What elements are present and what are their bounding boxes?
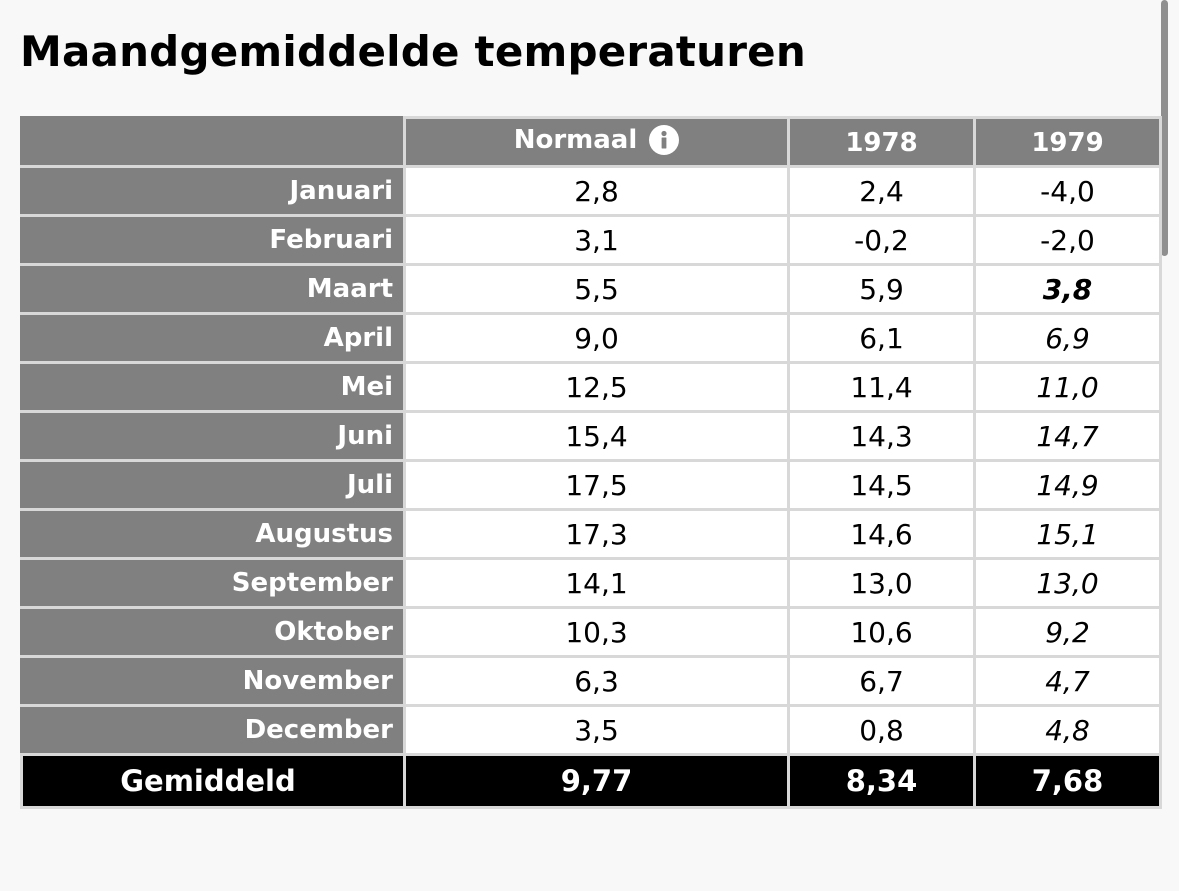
value-1978: 14,6 — [787, 508, 976, 560]
total-row: Gemiddeld 9,77 8,34 7,68 — [20, 753, 1162, 809]
table-row: Oktober 10,3 10,6 9,2 — [20, 606, 1162, 658]
value-normaal: 17,5 — [403, 459, 790, 511]
value-1978: 2,4 — [787, 165, 976, 217]
value-normaal: 5,5 — [403, 263, 790, 315]
month-label: April — [20, 312, 406, 364]
month-label: September — [20, 557, 406, 609]
value-1979: 4,8 — [973, 704, 1162, 756]
value-1978: 0,8 — [787, 704, 976, 756]
info-icon[interactable] — [649, 125, 680, 155]
value-1978: 10,6 — [787, 606, 976, 658]
header-1978: 1978 — [787, 116, 976, 168]
month-label: Januari — [20, 165, 406, 217]
table-row: Januari 2,8 2,4 -4,0 — [20, 165, 1162, 217]
scrollbar[interactable] — [1161, 0, 1168, 256]
value-1979: 14,7 — [973, 410, 1162, 462]
value-1979: 15,1 — [973, 508, 1162, 560]
month-label: Februari — [20, 214, 406, 266]
value-1979: 4,7 — [973, 655, 1162, 707]
total-label: Gemiddeld — [20, 753, 406, 809]
value-1979: 11,0 — [973, 361, 1162, 413]
value-normaal: 3,5 — [403, 704, 790, 756]
value-normaal: 10,3 — [403, 606, 790, 658]
value-normaal: 17,3 — [403, 508, 790, 560]
value-normaal: 9,0 — [403, 312, 790, 364]
table-row: December 3,5 0,8 4,8 — [20, 704, 1162, 756]
month-label: Oktober — [20, 606, 406, 658]
month-label: Juli — [20, 459, 406, 511]
header-corner — [20, 116, 406, 168]
table-row: Augustus 17,3 14,6 15,1 — [20, 508, 1162, 560]
value-1979: 13,0 — [973, 557, 1162, 609]
month-label: December — [20, 704, 406, 756]
table-row: Mei 12,5 11,4 11,0 — [20, 361, 1162, 413]
header-normaal: Normaal — [403, 116, 790, 168]
value-1979: 6,9 — [973, 312, 1162, 364]
value-1979: 3,8 — [973, 263, 1162, 315]
header-normaal-label: Normaal — [513, 125, 638, 155]
table-row: April 9,0 6,1 6,9 — [20, 312, 1162, 364]
month-label: Mei — [20, 361, 406, 413]
table-row: Februari 3,1 -0,2 -2,0 — [20, 214, 1162, 266]
value-1979: -2,0 — [973, 214, 1162, 266]
value-1978: 13,0 — [787, 557, 976, 609]
value-1978: 6,7 — [787, 655, 976, 707]
value-normaal: 3,1 — [403, 214, 790, 266]
value-1978: 11,4 — [787, 361, 976, 413]
table-row: Maart 5,5 5,9 3,8 — [20, 263, 1162, 315]
header-1979: 1979 — [973, 116, 1162, 168]
value-normaal: 14,1 — [403, 557, 790, 609]
month-label: Juni — [20, 410, 406, 462]
total-1979: 7,68 — [973, 753, 1162, 809]
table-header-row: Normaal 1978 1979 — [20, 116, 1162, 168]
total-normaal: 9,77 — [403, 753, 790, 809]
value-normaal: 15,4 — [403, 410, 790, 462]
value-normaal: 6,3 — [403, 655, 790, 707]
value-1979: -4,0 — [973, 165, 1162, 217]
value-1978: 14,5 — [787, 459, 976, 511]
table-body: Januari 2,8 2,4 -4,0 Februari 3,1 -0,2 -2,0 Maar… — [20, 165, 1162, 756]
value-1978: -0,2 — [787, 214, 976, 266]
total-1978: 8,34 — [787, 753, 976, 809]
month-label: Maart — [20, 263, 406, 315]
month-label: Augustus — [20, 508, 406, 560]
value-normaal: 2,8 — [403, 165, 790, 217]
value-1979: 9,2 — [973, 606, 1162, 658]
month-label: November — [20, 655, 406, 707]
value-normaal: 12,5 — [403, 361, 790, 413]
value-1979: 14,9 — [973, 459, 1162, 511]
value-1978: 14,3 — [787, 410, 976, 462]
table-row: September 14,1 13,0 13,0 — [20, 557, 1162, 609]
table-row: Juli 17,5 14,5 14,9 — [20, 459, 1162, 511]
temperature-table: Normaal 1978 1979 Januari 2,8 2,4 -4,0 Febru… — [20, 116, 1162, 809]
page-title: Maandgemiddelde temperaturen — [20, 27, 806, 76]
value-1978: 6,1 — [787, 312, 976, 364]
value-1978: 5,9 — [787, 263, 976, 315]
table-row: November 6,3 6,7 4,7 — [20, 655, 1162, 707]
table-row: Juni 15,4 14,3 14,7 — [20, 410, 1162, 462]
